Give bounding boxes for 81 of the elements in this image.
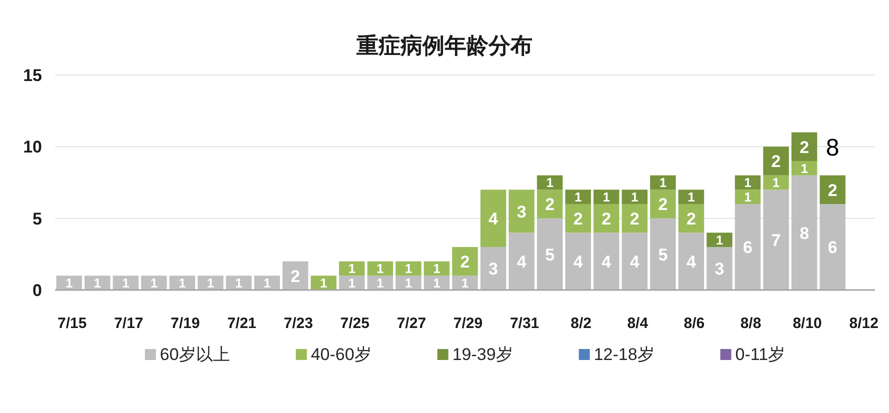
- data-label: 4: [602, 252, 612, 272]
- x-tick-label: 7/15: [58, 315, 87, 332]
- x-tick-label: 8/12: [849, 315, 878, 332]
- data-label: 1: [744, 190, 752, 205]
- data-label: 2: [460, 252, 470, 272]
- data-label: 1: [602, 190, 610, 205]
- data-label: 1: [150, 276, 158, 291]
- data-label: 1: [348, 276, 356, 291]
- data-label: 1: [404, 276, 412, 291]
- data-label: 1: [433, 261, 440, 276]
- data-label: 1: [546, 175, 554, 190]
- y-tick-label: 5: [32, 209, 42, 228]
- x-tick-label: 8/10: [792, 315, 822, 332]
- data-label: 1: [320, 276, 328, 291]
- chart-title: 重症病例年龄分布: [356, 33, 532, 58]
- data-label: 2: [290, 266, 300, 286]
- data-label: 7: [771, 230, 781, 250]
- data-label: 6: [743, 238, 752, 258]
- data-label: 4: [686, 252, 696, 272]
- data-label: 2: [545, 195, 555, 214]
- data-label: 2: [686, 209, 696, 228]
- legend-label: 40-60岁: [310, 345, 372, 364]
- data-label: 8: [800, 224, 810, 243]
- data-label: 1: [348, 261, 356, 276]
- x-tick-label: 8/4: [627, 315, 648, 332]
- x-tick-label: 7/17: [114, 315, 144, 332]
- data-label: 3: [488, 260, 498, 279]
- x-tick-label: 7/19: [170, 315, 200, 332]
- x-tick-label: 7/25: [340, 315, 370, 332]
- legend-label: 60岁以上: [160, 345, 230, 364]
- data-label: 2: [658, 195, 668, 214]
- data-label: 1: [800, 160, 808, 176]
- data-label: 4: [488, 209, 498, 228]
- data-label: 1: [433, 276, 440, 291]
- y-tick-label: 10: [23, 138, 42, 157]
- x-tick-label: 8/6: [684, 315, 705, 332]
- x-tick-label: 7/21: [227, 315, 256, 332]
- data-label: 1: [461, 276, 469, 291]
- data-label: 1: [235, 276, 242, 291]
- data-label: 1: [631, 190, 638, 205]
- data-label: 2: [602, 209, 612, 228]
- data-label: 1: [404, 261, 412, 276]
- x-tick-label: 7/23: [284, 315, 313, 332]
- data-label: 1: [688, 190, 695, 205]
- data-label: 5: [545, 245, 555, 264]
- x-tick-label: 7/27: [396, 315, 426, 332]
- data-label: 1: [716, 232, 724, 248]
- data-label: 1: [94, 276, 102, 291]
- data-label: 3: [714, 260, 724, 279]
- y-tick-label: 0: [32, 281, 42, 300]
- x-tick-label: 8/8: [740, 315, 762, 332]
- data-label: 5: [658, 245, 668, 264]
- legend-label: 19-39岁: [452, 345, 513, 364]
- data-label: 1: [376, 276, 384, 291]
- y-tick-label: 15: [23, 66, 42, 85]
- data-label: 2: [630, 209, 640, 228]
- data-label: 1: [772, 175, 780, 190]
- data-label: 4: [516, 252, 526, 272]
- data-label: 2: [828, 180, 838, 200]
- x-tick-label: 8/2: [570, 315, 592, 332]
- data-label: 6: [828, 238, 838, 258]
- data-label: 4: [573, 252, 583, 272]
- x-tick-label: 7/29: [453, 315, 483, 332]
- data-label: 3: [516, 202, 526, 222]
- data-label: 2: [573, 209, 583, 228]
- data-label: 2: [800, 138, 810, 157]
- data-label: 2: [771, 152, 781, 172]
- data-label: 1: [263, 276, 271, 291]
- legend-label: 12-18岁: [594, 345, 654, 364]
- data-label: 1: [122, 276, 130, 291]
- legend-label: 0-11岁: [735, 345, 786, 364]
- total-label: 8: [826, 134, 840, 162]
- data-label: 1: [659, 175, 667, 190]
- data-label: 1: [574, 190, 582, 205]
- data-label: 1: [206, 276, 214, 291]
- data-label: 1: [178, 276, 186, 291]
- data-label: 1: [66, 276, 73, 291]
- x-tick-label: 7/31: [510, 315, 540, 332]
- data-label: 1: [376, 261, 384, 276]
- data-label: 4: [630, 252, 640, 272]
- data-label: 1: [744, 175, 752, 190]
